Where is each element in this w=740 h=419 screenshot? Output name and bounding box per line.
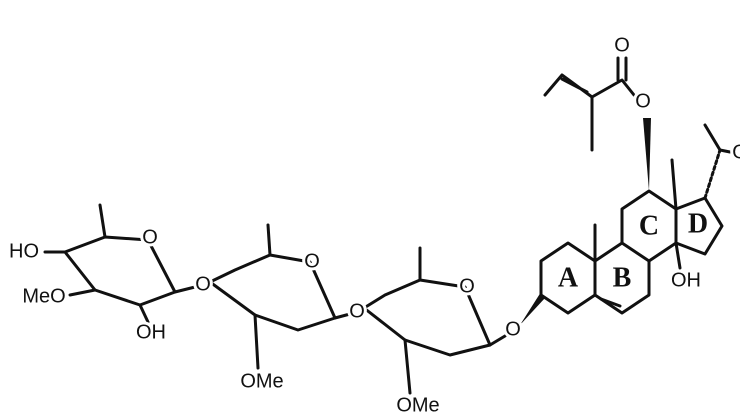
ring-label: B [613,262,632,293]
side-chain [703,123,732,154]
atom-label: O [732,141,740,163]
ring-d-bonds [674,196,724,256]
sugar-ring [208,253,337,332]
atom-label: OMe [396,394,439,416]
ester-chain [543,56,636,152]
atom-label: O [142,226,158,248]
atom-label: O [614,34,630,56]
atom-label: O [505,318,521,340]
bonds [43,56,732,395]
substituent-bonds [403,246,507,395]
ring-label: A [558,262,579,293]
wedge-bond [520,292,545,325]
atom-label: O [459,275,475,297]
atom-label: O [349,300,365,322]
wedge-bond [643,118,651,191]
atom-label: OH [671,269,701,291]
ring-b-bonds [593,241,651,315]
ring-label: C [639,210,659,241]
atom-label: OMe [240,370,283,392]
methyl-bonds [593,158,682,270]
atom-label: O [195,273,211,295]
atom-label: MeO [22,285,65,307]
substituent-bonds [253,223,352,370]
sugar-ring [63,235,177,307]
atom-label: OH [136,321,166,343]
atom-label: O [635,90,651,112]
substituent-bonds [43,203,197,324]
ring-c-bonds [620,189,678,263]
hashed-bond [703,148,722,200]
atom-label: O [304,250,320,272]
double-bond [599,297,622,308]
atom-label: HO [9,240,39,262]
sugar-ring [362,278,492,357]
ring-label: D [688,208,708,239]
labels: HO MeO OH O O O OMe O O OMe O OH O O O A… [6,31,740,419]
